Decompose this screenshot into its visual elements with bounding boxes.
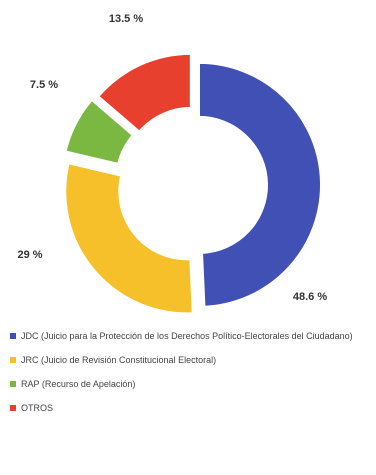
legend-swatch-2 — [10, 381, 16, 387]
slice-2 — [64, 98, 135, 166]
slice-0 — [197, 61, 322, 308]
data-label-2: 7.5 % — [30, 79, 58, 91]
legend-swatch-0 — [10, 333, 16, 339]
legend-item-0: JDC (Juicio para la Protección de los De… — [10, 330, 366, 342]
legend-item-2: RAP (Recurso de Apelación) — [10, 378, 366, 390]
legend-label-2: RAP (Recurso de Apelación) — [21, 379, 136, 389]
data-label-3: 13.5 % — [109, 13, 143, 25]
data-label-1: 29 % — [17, 249, 42, 261]
legend-label-1: JRC (Juicio de Revisión Constitucional E… — [21, 355, 217, 365]
data-label-0: 48.6 % — [293, 291, 327, 303]
legend-label-3: OTROS — [21, 403, 54, 413]
legend-label-0: JDC (Juicio para la Protección de los De… — [21, 331, 353, 341]
legend-item-1: JRC (Juicio de Revisión Constitucional E… — [10, 354, 366, 366]
legend: JDC (Juicio para la Protección de los De… — [10, 330, 366, 426]
legend-swatch-3 — [10, 405, 16, 411]
slice-1 — [64, 162, 194, 315]
donut-chart: 48.6 % 29 % 7.5 % 13.5 % — [17, 13, 327, 315]
legend-item-3: OTROS — [10, 402, 366, 414]
slice-3 — [96, 52, 192, 133]
legend-swatch-1 — [10, 357, 16, 363]
